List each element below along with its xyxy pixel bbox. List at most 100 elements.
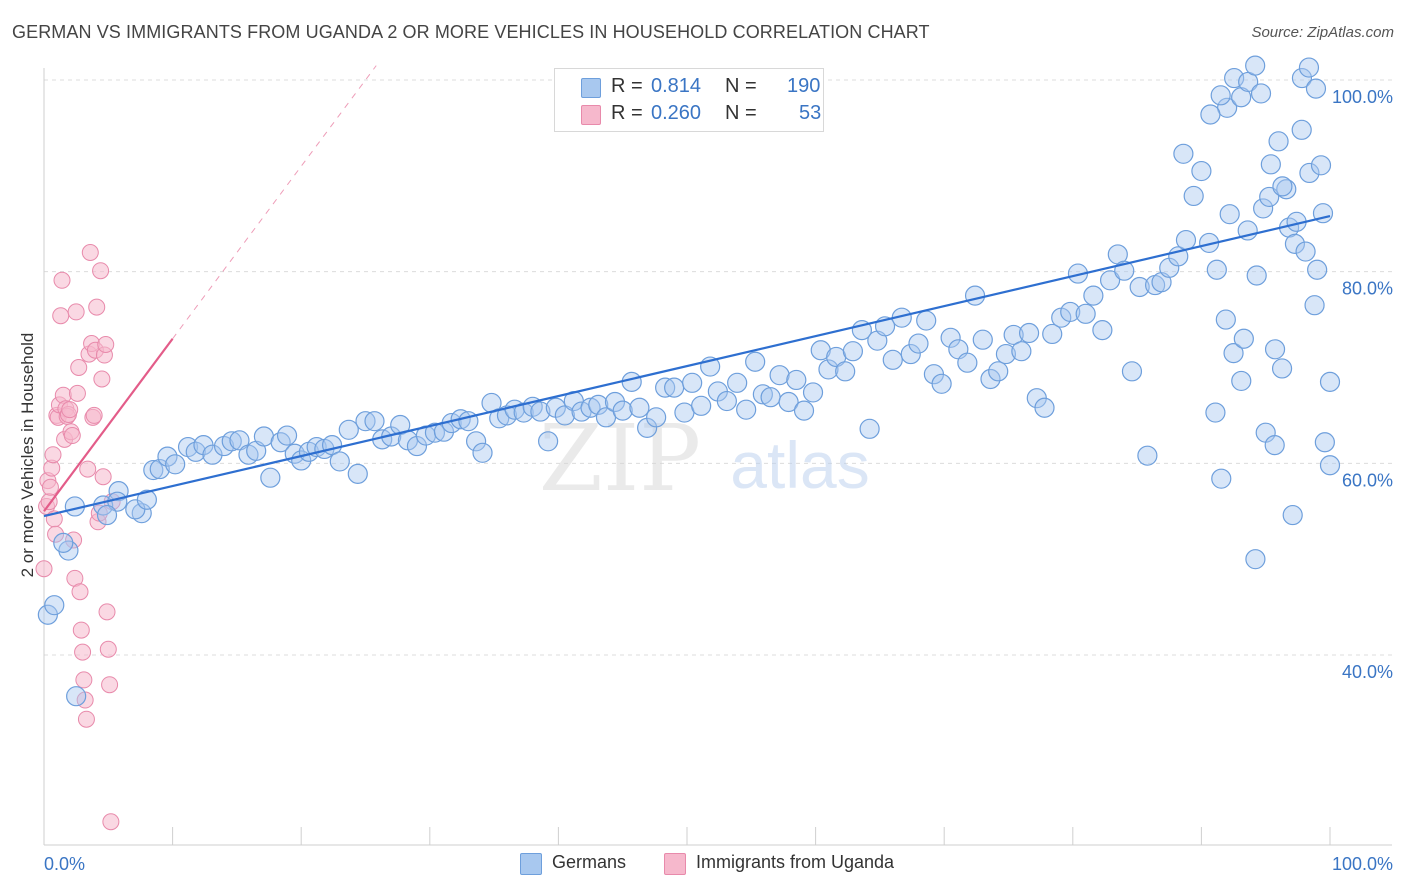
- uganda-r-value: 0.260: [651, 102, 702, 124]
- germans-point: [1260, 154, 1281, 175]
- germans-point: [1310, 155, 1332, 176]
- germans-point: [621, 371, 642, 392]
- germans-point: [980, 368, 1001, 390]
- germans-point: [66, 686, 87, 707]
- uganda-point: [81, 244, 99, 261]
- germans-point: [818, 359, 839, 380]
- uganda-point: [94, 468, 112, 486]
- germans-point: [1253, 198, 1274, 219]
- germans-point: [1211, 468, 1232, 489]
- uganda-point: [44, 446, 62, 464]
- germans-point: [136, 489, 157, 510]
- germans-point: [786, 369, 807, 391]
- germans-point: [1276, 179, 1297, 200]
- germans-point: [108, 481, 129, 502]
- germans-point: [1271, 358, 1293, 379]
- germans-point: [1121, 361, 1143, 382]
- watermark-zip: ZIP: [539, 405, 701, 512]
- germans-point: [260, 467, 281, 488]
- y-tick-label: 60.0%: [1342, 470, 1393, 490]
- uganda-trend-extension: [172, 65, 377, 340]
- germans-point: [900, 343, 921, 365]
- uganda-point: [93, 370, 111, 388]
- germans-point: [157, 446, 178, 467]
- germans-point: [1219, 204, 1240, 225]
- uganda-point: [75, 671, 93, 689]
- uganda-point: [98, 603, 116, 621]
- germans-point: [940, 327, 961, 348]
- germans-point: [727, 372, 748, 393]
- uganda-point: [68, 384, 86, 402]
- germans-point: [882, 349, 903, 370]
- germans-point: [1183, 185, 1204, 207]
- germans-point: [778, 391, 799, 413]
- germans-point: [1092, 320, 1113, 341]
- germans-r-value: 0.814: [651, 75, 702, 97]
- uganda-point: [70, 359, 88, 376]
- germans-point: [995, 343, 1017, 365]
- germans-point: [1003, 324, 1024, 346]
- germans-point: [793, 400, 815, 421]
- germans-point: [760, 387, 781, 408]
- germans-point: [1245, 55, 1266, 76]
- germans-point: [1173, 143, 1194, 164]
- germans-point: [1245, 549, 1266, 570]
- uganda-point: [99, 640, 117, 658]
- germans-point: [53, 532, 74, 553]
- germans-point: [96, 504, 118, 526]
- germans-point: [1042, 323, 1063, 345]
- germans-point: [1291, 67, 1313, 89]
- axes: [43, 68, 1392, 846]
- germans-point: [1137, 445, 1158, 466]
- germans-r-label: R =: [611, 75, 643, 97]
- germans-point: [149, 458, 170, 480]
- watermark-atlas: atlas: [730, 428, 869, 502]
- uganda-point: [67, 303, 85, 321]
- germans-point: [916, 310, 937, 331]
- germans-point: [185, 441, 206, 462]
- uganda-n-value: 53: [799, 102, 822, 124]
- germans-point: [752, 384, 773, 405]
- germans-point: [1231, 370, 1252, 392]
- germans-point: [604, 391, 626, 413]
- chart-source: Source: ZipAtlas.com: [1251, 24, 1394, 41]
- uganda-swatch: [581, 105, 601, 125]
- uganda-point: [63, 427, 81, 445]
- germans-point: [580, 397, 601, 418]
- series-germans: [37, 55, 1341, 707]
- germans-point: [931, 373, 952, 394]
- uganda-point: [92, 262, 110, 280]
- germans-point: [364, 411, 385, 432]
- germans-point: [691, 395, 712, 416]
- germans-point: [1206, 259, 1227, 280]
- germans-point: [1305, 78, 1327, 99]
- germans-point: [1250, 83, 1272, 104]
- uganda-point: [72, 621, 90, 639]
- germans-swatch: [581, 78, 601, 98]
- germans-point: [1264, 435, 1285, 456]
- legend-uganda-swatch: [664, 853, 686, 875]
- germans-point: [988, 361, 1009, 382]
- uganda-point: [79, 460, 97, 478]
- germans-point: [229, 430, 250, 451]
- germans-point: [612, 400, 633, 421]
- uganda-trend-line: [43, 338, 174, 512]
- germans-point: [664, 377, 685, 398]
- germans-point: [745, 351, 766, 372]
- germans-point: [276, 425, 298, 446]
- uganda-point: [101, 676, 119, 694]
- germans-point: [957, 352, 978, 373]
- germans-point: [1075, 303, 1096, 324]
- uganda-point: [71, 583, 89, 601]
- y-tick-label: 80.0%: [1342, 279, 1393, 299]
- y-tick-label: 100.0%: [1332, 87, 1393, 107]
- germans-point: [143, 459, 164, 481]
- uganda-point: [35, 560, 53, 578]
- uganda-point: [52, 307, 70, 325]
- uganda-point: [53, 271, 71, 289]
- legend-uganda-label: Immigrants from Uganda: [696, 852, 895, 872]
- germans-point: [629, 397, 650, 418]
- germans-point: [221, 431, 242, 452]
- uganda-point: [61, 401, 79, 419]
- germans-point: [972, 329, 993, 350]
